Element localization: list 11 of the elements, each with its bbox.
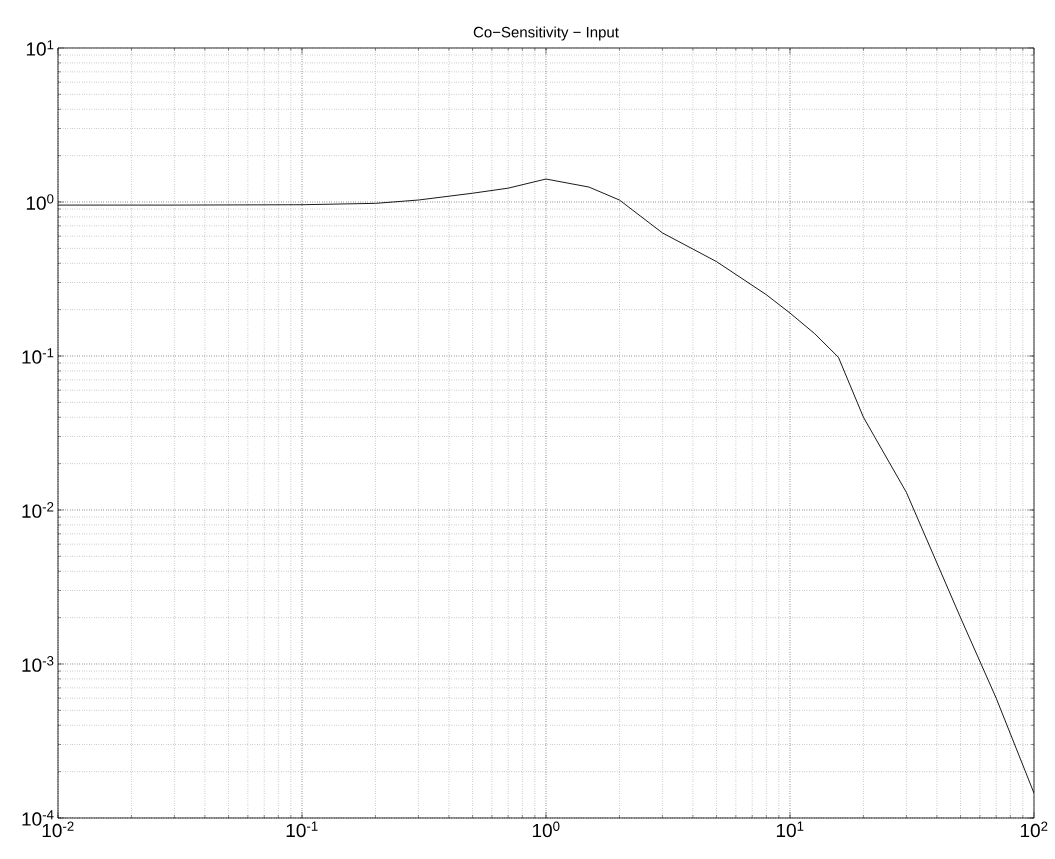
y-tick-label: 10$^{0}$ xyxy=(26,194,54,210)
x-tick-label: 10$^{2}$ xyxy=(1020,821,1048,838)
x-tick-label: 10$^{1}$ xyxy=(776,821,804,838)
x-tick-label: 10$^{-2}$ xyxy=(42,821,74,838)
y-tick-label: 10$^{-1}$ xyxy=(22,348,54,364)
x-tick-label: 10$^{0}$ xyxy=(532,821,560,838)
chart-title: Co−Sensitivity − Input xyxy=(473,26,619,41)
y-tick-label: 10$^{1}$ xyxy=(26,40,54,56)
y-tick-label: 10$^{-3}$ xyxy=(22,656,54,672)
y-tick-label: 10$^{-2}$ xyxy=(22,502,54,518)
x-tick-label: 10$^{-1}$ xyxy=(286,821,318,838)
